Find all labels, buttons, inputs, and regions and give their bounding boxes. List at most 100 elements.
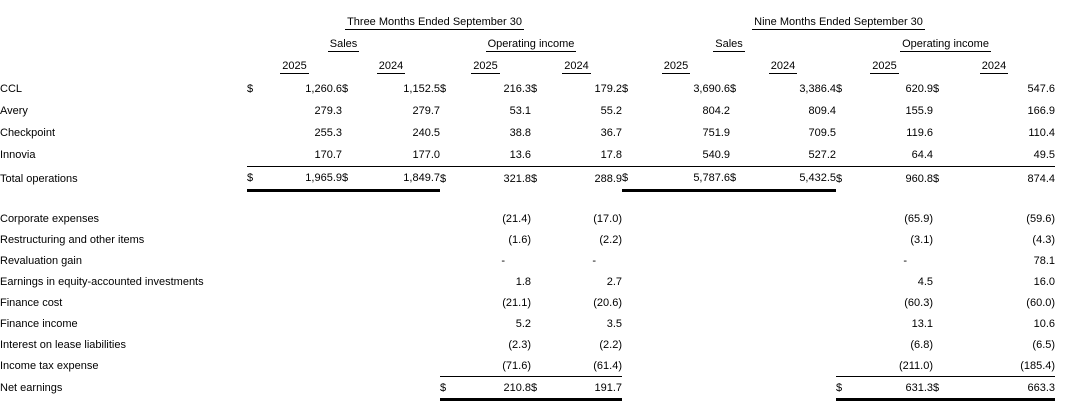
currency-symbol-cell <box>622 250 645 271</box>
currency-symbol-cell <box>836 313 859 334</box>
value-cell: 13.6 <box>463 144 531 167</box>
row-label: Checkpoint <box>0 127 56 139</box>
currency-symbol-cell: $ <box>247 166 270 192</box>
value-cell <box>645 250 730 271</box>
value-cell: 78.1 <box>1033 254 1056 267</box>
value-cell <box>270 313 342 334</box>
table-body: CCL $1,260.6 $1,152.5 $216.3 $179.2 $3,690.6 $… <box>0 78 1080 401</box>
currency-symbol-cell <box>933 144 957 167</box>
value-cell: 1.8 <box>515 275 531 288</box>
currency-symbol-cell <box>730 100 753 122</box>
currency-symbol-cell <box>342 250 365 271</box>
currency-symbol-cell <box>531 292 554 313</box>
table-row: Net earnings $210.8 $191.7 $631.3 $663.3 <box>0 376 1080 401</box>
value-cell: 709.5 <box>808 127 837 139</box>
value-cell <box>365 250 440 271</box>
currency-symbol-cell <box>342 334 365 355</box>
currency-symbol-cell <box>836 100 859 122</box>
currency-symbol-cell <box>342 377 365 400</box>
year-label: 2024 <box>768 60 798 74</box>
value-cell <box>270 355 342 377</box>
spacer-cell <box>0 191 1080 209</box>
corner-blank <box>0 12 247 34</box>
currency-symbol-cell <box>622 313 645 334</box>
currency-symbol-cell <box>730 229 753 250</box>
currency-symbol-cell <box>247 144 270 167</box>
currency-symbol-cell <box>933 100 956 122</box>
value-cell: 240.5 <box>412 127 440 139</box>
value-cell <box>645 355 730 377</box>
currency-symbol-cell <box>730 292 753 313</box>
value-cell: 10.6 <box>1033 317 1056 330</box>
currency-symbol-cell <box>836 334 859 355</box>
value-cell <box>645 292 730 313</box>
currency-symbol-cell <box>247 208 270 229</box>
value-cell: (3.1) <box>910 233 934 246</box>
value-cell: 1,260.6 <box>305 83 342 95</box>
row-label: Net earnings <box>0 382 63 394</box>
value-cell: (59.6) <box>1026 212 1056 225</box>
value-cell: 804.2 <box>702 105 731 117</box>
row-filler <box>1055 78 1080 100</box>
value-cell <box>753 355 836 377</box>
value-cell: 5,432.5 <box>753 166 837 192</box>
currency-symbol-cell <box>730 144 754 167</box>
currency-symbol-cell <box>342 271 365 292</box>
value-cell: 3.5 <box>606 317 623 330</box>
table-row: Revaluation gain - - - 78.1 <box>0 250 1080 271</box>
currency-symbol-cell <box>342 355 365 377</box>
value-cell: 5,787.6 <box>645 166 731 192</box>
currency-symbol-cell <box>730 208 753 229</box>
value-cell: (60.0) <box>1026 296 1056 309</box>
value-cell: (185.4) <box>956 355 1056 377</box>
row-label: Earnings in equity-accounted investments <box>0 275 204 288</box>
year-label: 2025 <box>870 60 899 74</box>
currency-symbol-cell <box>440 334 463 355</box>
value-cell: - <box>903 254 908 267</box>
value-cell: (21.1) <box>502 296 531 309</box>
currency-symbol-cell <box>622 100 645 122</box>
value-cell <box>365 208 440 229</box>
value-cell: 279.7 <box>412 105 440 117</box>
value-cell <box>270 334 342 355</box>
currency-symbol-cell <box>342 144 365 167</box>
table-row: Restructuring and other items (1.6) (2.2) (… <box>0 229 1080 250</box>
value-cell: 3,690.6 <box>693 83 731 95</box>
table-row: Earnings in equity-accounted investments… <box>0 271 1080 292</box>
row-label: Total operations <box>0 172 78 185</box>
row-filler <box>1055 355 1080 377</box>
currency-symbol-cell: $ <box>342 166 365 192</box>
value-cell <box>365 355 440 377</box>
year-header-cell: 2024 <box>531 56 622 78</box>
value-cell: 13.1 <box>911 317 934 330</box>
row-filler <box>1055 229 1080 250</box>
currency-symbol-cell: $ <box>730 166 754 192</box>
currency-symbol-cell <box>247 100 270 122</box>
value-cell: 540.9 <box>645 144 731 167</box>
value-cell: 4.5 <box>917 275 934 288</box>
sales-header: Sales <box>713 38 745 52</box>
value-cell: (4.3) <box>1032 233 1056 246</box>
value-cell <box>270 250 342 271</box>
table-row: CCL $1,260.6 $1,152.5 $216.3 $179.2 $3,690.6 $… <box>0 78 1080 100</box>
row-filler <box>1055 313 1080 334</box>
currency-symbol-cell <box>622 355 645 377</box>
currency-symbol-cell <box>622 271 645 292</box>
currency-symbol-cell: $ <box>836 376 860 401</box>
value-cell: 110.4 <box>1028 127 1056 139</box>
value-cell <box>365 292 440 313</box>
table-row: Innovia 170.7 177.0 13.6 17.8 540.9 527.2 64.4 4… <box>0 144 1080 167</box>
row-filler <box>1055 12 1080 34</box>
value-cell: 17.8 <box>554 144 623 167</box>
table-row: Interest on lease liabilities (2.3) (2.2) (… <box>0 334 1080 355</box>
value-cell: 5.2 <box>515 317 531 330</box>
year-label: 2025 <box>661 60 691 74</box>
currency-symbol-cell <box>730 271 753 292</box>
year-header-cell: 2025 <box>836 56 933 78</box>
currency-symbol-cell <box>247 377 270 400</box>
value-cell: 55.2 <box>600 105 623 117</box>
period-header-cell: Three Months Ended September 30 <box>247 12 622 34</box>
value-cell: (1.6) <box>508 233 531 246</box>
currency-symbol-cell <box>247 334 270 355</box>
nine-months-header: Nine Months Ended September 30 <box>752 16 925 30</box>
